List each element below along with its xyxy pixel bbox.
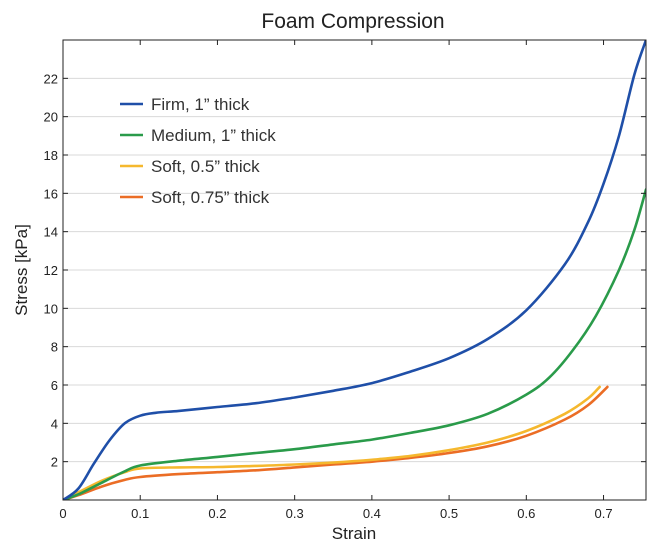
x-axis-label: Strain [332, 524, 376, 543]
y-tick-label: 14 [44, 225, 58, 240]
series-line-0 [63, 40, 646, 500]
chart-title: Foam Compression [261, 10, 444, 33]
grid [63, 77, 646, 463]
x-tick-label: 0.6 [517, 506, 535, 521]
x-tick-label: 0.7 [594, 506, 612, 521]
x-tick-label: 0.3 [286, 506, 304, 521]
y-tick-label: 4 [51, 416, 58, 431]
y-tick-label: 2 [51, 455, 58, 470]
y-tick-label: 10 [44, 301, 58, 316]
series-line-3 [63, 385, 609, 500]
x-tick-label: 0 [59, 506, 66, 521]
y-axis-label: Stress [kPa] [12, 224, 31, 316]
x-tick-label: 0.1 [131, 506, 149, 521]
legend-label-2: Soft, 0.5” thick [151, 157, 260, 176]
y-tick-label: 18 [44, 148, 58, 163]
series-line-1 [63, 188, 646, 500]
y-axis-ticks: 2 4 6 8 10 12 14 16 18 20 22 [44, 71, 646, 470]
series-lines [63, 40, 646, 500]
y-tick-label: 12 [44, 263, 58, 278]
legend-label-3: Soft, 0.75” thick [151, 188, 270, 207]
legend-label-0: Firm, 1” thick [151, 95, 250, 114]
x-tick-label: 0.2 [208, 506, 226, 521]
x-tick-label: 0.4 [363, 506, 381, 521]
legend-label-1: Medium, 1” thick [151, 126, 276, 145]
x-axis-ticks: 0 0.1 0.2 0.3 0.4 0.5 0.6 0.7 [59, 40, 613, 521]
y-tick-label: 6 [51, 378, 58, 393]
x-tick-label: 0.5 [440, 506, 458, 521]
y-tick-label: 16 [44, 186, 58, 201]
legend: Firm, 1” thick Medium, 1” thick Soft, 0.5”… [120, 95, 276, 207]
y-tick-label: 20 [44, 110, 58, 125]
y-tick-label: 8 [51, 340, 58, 355]
y-tick-label: 22 [44, 71, 58, 86]
